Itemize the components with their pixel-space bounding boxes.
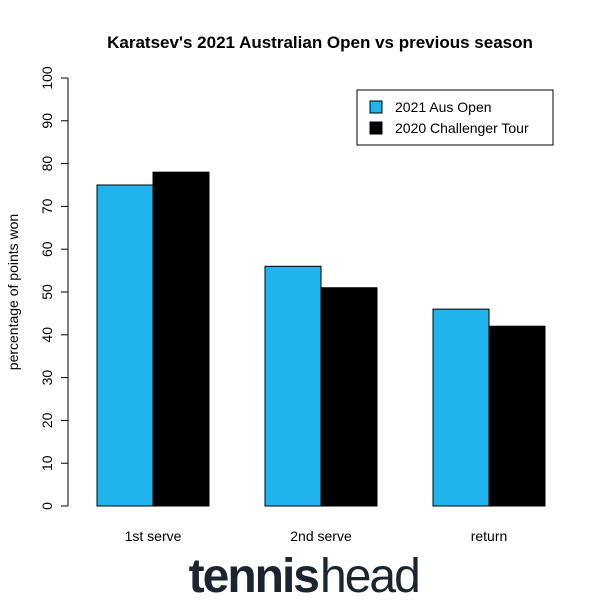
legend-swatch	[369, 121, 383, 135]
bar	[264, 265, 322, 507]
chart-title: Karatsev's 2021 Australian Open vs previ…	[107, 33, 533, 52]
logo-strong: tennis	[189, 550, 319, 603]
x-tick-label: 2nd serve	[290, 528, 352, 544]
y-tick-label: 10	[39, 455, 55, 471]
legend-label: 2020 Challenger Tour	[395, 120, 529, 136]
y-tick-label: 0	[39, 502, 55, 510]
legend-swatch	[369, 100, 383, 114]
y-tick-label: 70	[39, 198, 55, 214]
logo-light: head	[320, 550, 419, 603]
bar	[432, 308, 490, 507]
bar	[488, 325, 546, 507]
y-tick-label: 80	[39, 156, 55, 172]
bar	[96, 184, 154, 507]
y-tick-label: 90	[39, 113, 55, 129]
y-tick-label: 30	[39, 370, 55, 386]
legend-box	[356, 89, 554, 146]
y-tick-label: 100	[39, 66, 55, 90]
y-tick-label: 40	[39, 327, 55, 343]
legend-label: 2021 Aus Open	[395, 99, 492, 115]
y-tick-label: 20	[39, 412, 55, 428]
y-axis-label: percentage of points won	[5, 214, 21, 370]
x-tick-label: return	[471, 528, 508, 544]
y-tick-label: 50	[39, 284, 55, 300]
y-tick-label: 60	[39, 241, 55, 257]
bar	[320, 287, 378, 507]
x-tick-label: 1st serve	[125, 528, 182, 544]
bar	[152, 171, 210, 507]
